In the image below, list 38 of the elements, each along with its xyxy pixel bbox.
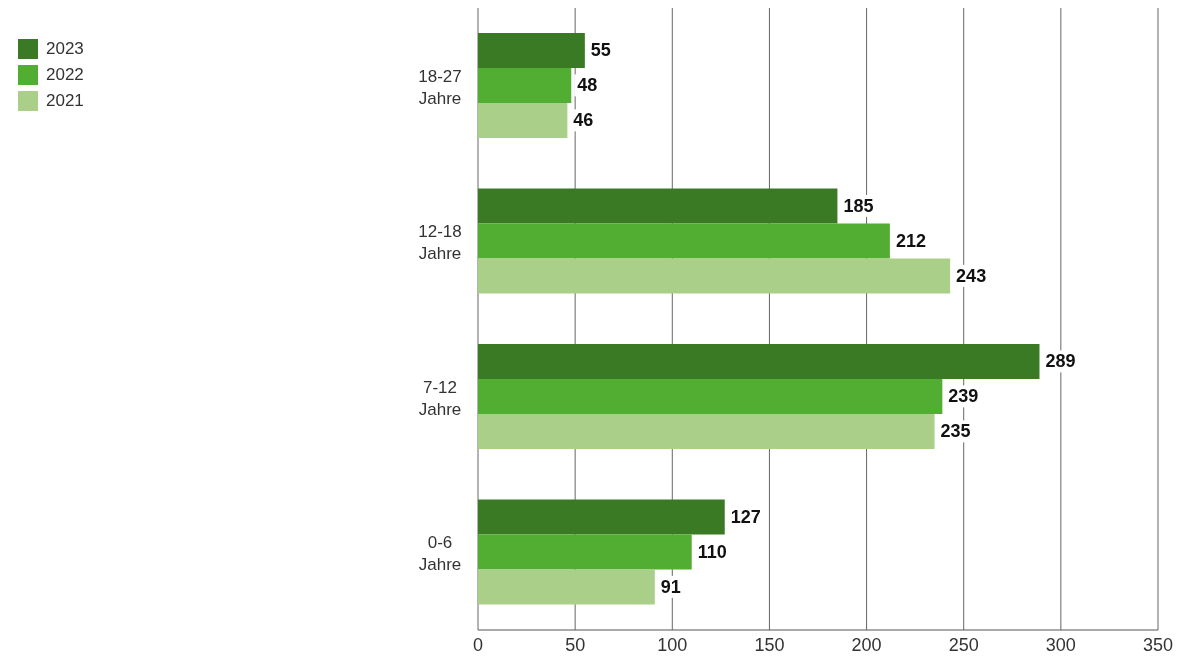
y-tick-label: 0-6 Jahre — [418, 533, 462, 575]
bar — [478, 413, 935, 449]
bar — [478, 534, 692, 570]
x-tick-label: 0 — [472, 634, 484, 655]
y-tick-label: 12-18 Jahre — [418, 222, 462, 264]
y-tick-label: 7-12 Jahre — [418, 377, 462, 419]
x-tick-label: 50 — [565, 634, 586, 655]
bar — [478, 378, 943, 414]
x-tick-label: 100 — [657, 634, 688, 655]
legend-label: 2023 — [46, 39, 84, 59]
x-tick-label: 300 — [1045, 634, 1076, 655]
data-label: 127 — [730, 506, 761, 527]
data-label: 48 — [577, 75, 598, 96]
data-label: 91 — [660, 576, 681, 597]
bar — [478, 223, 890, 259]
bar — [478, 102, 568, 138]
bar — [478, 188, 838, 224]
data-label: 289 — [1045, 351, 1076, 372]
x-tick-label: 250 — [948, 634, 979, 655]
data-label: 185 — [843, 195, 874, 216]
data-label: 46 — [573, 110, 594, 131]
data-label: 235 — [940, 421, 971, 442]
bar — [478, 258, 951, 294]
legend-label: 2021 — [46, 91, 84, 111]
x-tick-label: 350 — [1142, 634, 1174, 655]
bar — [478, 499, 725, 535]
legend-label: 2022 — [46, 65, 84, 85]
x-tick-label: 150 — [754, 634, 785, 655]
y-tick-label: 18-27 Jahre — [418, 66, 462, 108]
data-label: 239 — [948, 386, 979, 407]
x-tick-label: 200 — [851, 634, 882, 655]
data-label: 110 — [697, 541, 727, 562]
bar — [478, 569, 655, 605]
bar — [478, 32, 585, 68]
data-label: 212 — [895, 230, 926, 251]
bar — [478, 343, 1040, 379]
data-label: 55 — [590, 40, 611, 61]
data-label: 243 — [956, 265, 987, 286]
